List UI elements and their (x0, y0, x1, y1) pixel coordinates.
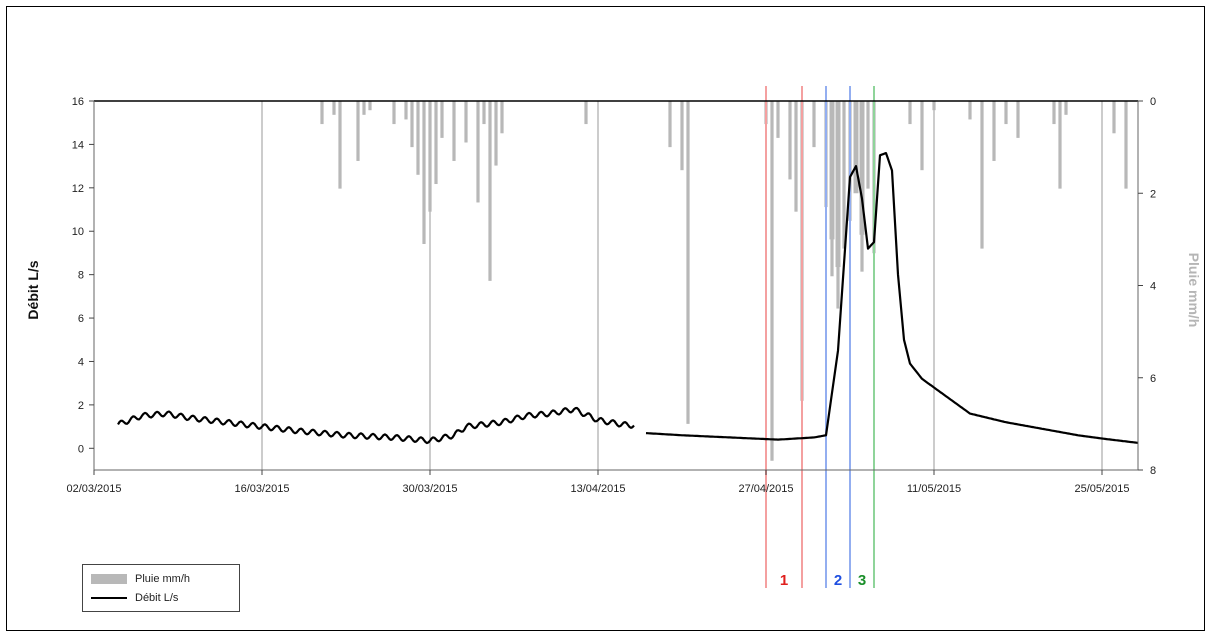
rain-bar (980, 101, 984, 249)
rain-bar (829, 101, 835, 240)
rain-bar (482, 101, 486, 125)
rain-bar (866, 101, 870, 189)
rain-bar (584, 101, 588, 125)
event-marker-label: 2 (834, 572, 842, 589)
rain-bar (428, 101, 432, 212)
rain-bar (812, 101, 816, 148)
y-left-tick-label: 6 (78, 313, 84, 325)
rain-bar (464, 101, 468, 143)
rain-bar (770, 101, 774, 461)
axes: 0 2 4 6 8 10 12 14 16 0 2 4 6 8 02/03/2015 16/03/2015 30… (66, 96, 1156, 495)
y-left-tick-label: 12 (72, 183, 84, 195)
y-axis-left-label: Débit L/s (25, 260, 41, 319)
rain-bar (488, 101, 492, 281)
x-tick-label: 25/05/2015 (1074, 483, 1129, 495)
rain-bar (932, 101, 936, 111)
legend: Pluie mm/h Débit L/s (82, 564, 240, 612)
rain-bar (853, 101, 859, 194)
rain-bar (356, 101, 360, 161)
flow-line-segment (117, 406, 635, 445)
x-tick-label: 16/03/2015 (234, 483, 289, 495)
flow-line-segment (645, 152, 1139, 444)
y-left-tick-label: 4 (78, 356, 84, 368)
rain-bar (908, 101, 912, 125)
y-right-tick-label: 4 (1150, 281, 1156, 293)
rain-bar (968, 101, 972, 120)
rain-bar (362, 101, 366, 115)
y-right-tick-label: 6 (1150, 373, 1156, 385)
x-tick-label: 02/03/2015 (66, 483, 121, 495)
rain-bar (1112, 101, 1116, 134)
rain-bar (1058, 101, 1062, 189)
legend-flow-label: Débit L/s (135, 592, 179, 604)
rain-bar (1052, 101, 1056, 125)
legend-entry-rain: Pluie mm/h (91, 571, 190, 587)
rain-bar (500, 101, 504, 134)
y-left-tick-label: 10 (72, 226, 84, 238)
rain-bar (338, 101, 342, 189)
rain-bar (1004, 101, 1008, 125)
rain-bar (842, 101, 846, 249)
rain-bar (368, 101, 372, 111)
rain-bar (1124, 101, 1128, 189)
y-left-tick-label: 2 (78, 400, 84, 412)
rain-bar (440, 101, 444, 138)
rain-bar (452, 101, 456, 161)
rain-bar (494, 101, 498, 166)
y-right-tick-label: 8 (1150, 465, 1156, 477)
event-marker-lines (765, 86, 875, 588)
flow-line-group (117, 152, 1139, 445)
rain-bar (668, 101, 672, 148)
rain-bar (992, 101, 996, 161)
rain-bar (794, 101, 798, 212)
x-tick-label: 30/03/2015 (402, 483, 457, 495)
rain-bar (434, 101, 438, 185)
rain-bar (404, 101, 408, 120)
y-left-tick-label: 0 (78, 443, 84, 455)
event-marker-label: 1 (780, 572, 788, 589)
rain-bar (392, 101, 396, 125)
rain-bar (680, 101, 684, 171)
legend-flow-swatch (91, 597, 127, 599)
rain-bar (686, 101, 690, 424)
y-right-tick-label: 0 (1150, 96, 1156, 108)
rain-bar (332, 101, 336, 115)
legend-rain-label: Pluie mm/h (135, 573, 191, 585)
y-right-tick-label: 2 (1150, 188, 1156, 200)
rain-bar (1016, 101, 1020, 138)
rain-bar (410, 101, 414, 148)
legend-entry-flow: Débit L/s (91, 590, 178, 606)
rain-bar (788, 101, 792, 180)
rain-bar (320, 101, 324, 125)
rain-bar (1064, 101, 1068, 115)
x-tick-label: 11/05/2015 (907, 483, 961, 495)
y-left-tick-label: 14 (72, 139, 84, 151)
y-left-tick-label: 16 (72, 96, 84, 108)
rain-bars (320, 101, 1128, 461)
rain-bar (776, 101, 780, 138)
rain-bar (920, 101, 924, 171)
vertical-gridlines (93, 101, 1103, 470)
rain-bar (416, 101, 420, 175)
legend-rain-swatch (91, 574, 127, 584)
rain-bar (476, 101, 480, 203)
y-left-tick-label: 8 (78, 270, 84, 282)
rain-bar (422, 101, 426, 244)
rain-bar (835, 101, 841, 268)
x-tick-label: 27/04/2015 (738, 483, 793, 495)
rain-bar (859, 101, 865, 235)
x-tick-label: 13/04/2015 (570, 483, 625, 495)
y-axis-right-label: Pluie mm/h (1186, 253, 1202, 328)
event-marker-label: 3 (858, 572, 866, 589)
